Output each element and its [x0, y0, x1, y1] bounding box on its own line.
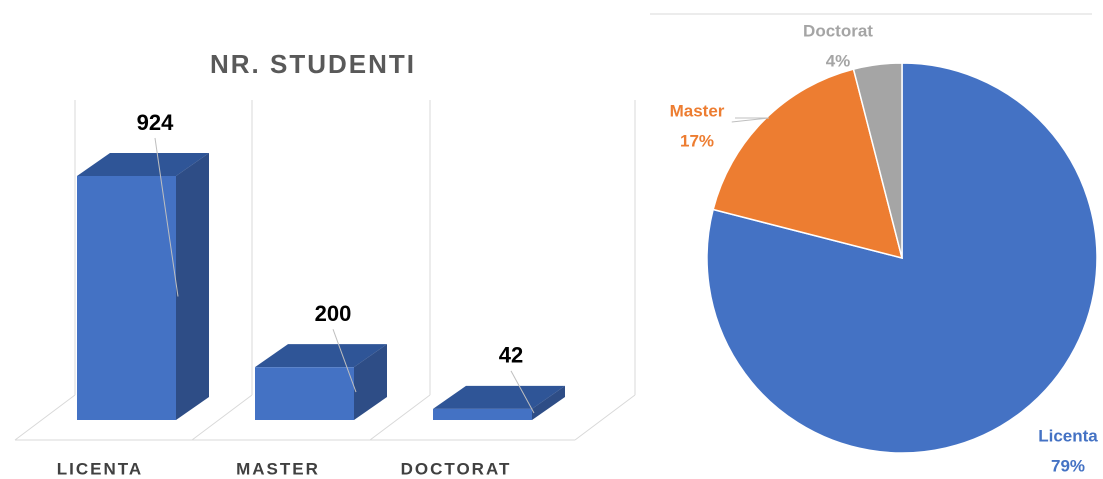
- pie-label: Master: [670, 101, 725, 120]
- pie-label: Doctorat: [803, 21, 873, 40]
- floor-line: [369, 394, 431, 441]
- chart-title: NR. STUDENTI: [210, 49, 416, 79]
- leader-line: [154, 137, 179, 297]
- x-tick-label: MASTER: [236, 459, 320, 478]
- x-tick-label: LICENTA: [57, 459, 143, 478]
- pie-slice: [852, 62, 903, 259]
- data-label: 200: [315, 301, 352, 326]
- bar: [255, 367, 354, 420]
- pie-value-label: 4%: [826, 51, 851, 70]
- data-label: 924: [137, 110, 174, 135]
- leader-line: [731, 117, 770, 123]
- bar-side: [354, 344, 387, 420]
- bar-side: [532, 385, 565, 420]
- floor-line: [574, 394, 636, 441]
- pie-value-label: 79%: [1051, 456, 1085, 475]
- bar-top: [77, 153, 209, 176]
- floor-line: [14, 394, 76, 441]
- bar-side: [176, 153, 209, 420]
- bar-top: [255, 344, 387, 368]
- x-tick-label: DOCTORAT: [401, 459, 512, 478]
- bar: [433, 408, 532, 420]
- pie-label: Licenta: [1038, 426, 1098, 445]
- pie-slice: [712, 68, 904, 260]
- leader-line: [332, 329, 357, 393]
- floor-line: [191, 394, 253, 441]
- bar-top: [433, 385, 565, 409]
- data-label: 42: [499, 343, 523, 368]
- bar: [77, 176, 176, 420]
- leader-line: [510, 370, 535, 414]
- pie-value-label: 17%: [680, 131, 714, 150]
